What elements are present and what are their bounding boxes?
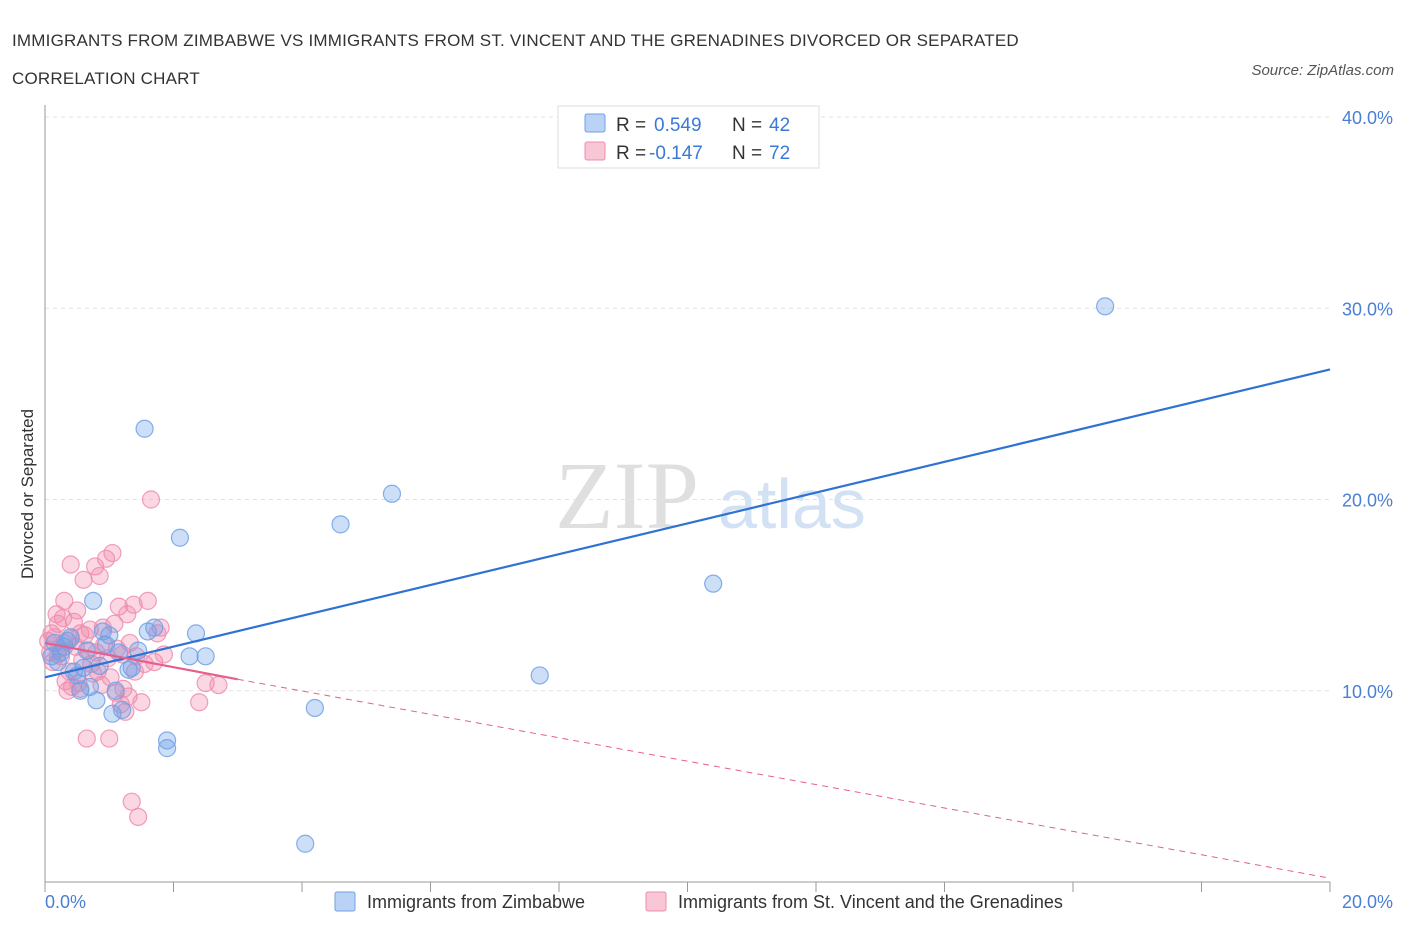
point-stvincent-16 [64, 612, 84, 632]
legend-box: R = 0.549 N = 42 R = -0.147 N = 72 [557, 105, 820, 169]
point-zimbabwe-35 [305, 698, 324, 718]
legend-n-value-2: 72 [769, 143, 790, 164]
point-stvincent-52 [122, 792, 141, 811]
point-zimbabwe-32 [180, 647, 199, 666]
trend-lines [44, 368, 1331, 879]
y-axis-label: Divorced or Separated [18, 409, 37, 579]
point-stvincent-38 [100, 729, 119, 748]
y-tick-label-3: 40.0% [1342, 108, 1393, 128]
trend-line-stvincent-extension [237, 678, 1331, 879]
point-stvincent-65 [55, 591, 74, 610]
trend-line-stvincent [44, 641, 238, 681]
legend-swatch-stvincent [584, 141, 606, 161]
trend-line-zimbabwe [44, 368, 1331, 679]
point-zimbabwe-41 [1096, 297, 1115, 316]
point-zimbabwe-22 [112, 700, 132, 719]
point-stvincent-68 [190, 693, 209, 712]
point-zimbabwe-3 [51, 643, 71, 662]
bottom-legend-label-zimbabwe: Immigrants from Zimbabwe [367, 892, 585, 912]
point-zimbabwe-24 [122, 658, 141, 677]
point-zimbabwe-19 [103, 704, 122, 723]
point-stvincent-23 [75, 626, 94, 645]
legend-r-label-2: R = [616, 143, 646, 164]
y-tick-label-1: 20.0% [1342, 491, 1393, 511]
point-stvincent-53 [124, 595, 143, 614]
x-tick-label-min: 0.0% [45, 892, 86, 912]
bottom-legend-label-stvincent: Immigrants from St. Vincent and the Gren… [678, 892, 1063, 912]
y-tick-label-2: 30.0% [1342, 299, 1393, 319]
legend-swatch-zimbabwe [584, 113, 606, 133]
watermark-zip: ZIP [555, 442, 699, 549]
point-zimbabwe-31 [170, 528, 190, 547]
points-stvincent [39, 490, 228, 827]
legend-r-value-2: -0.147 [649, 143, 703, 164]
point-stvincent-57 [132, 693, 151, 712]
point-zimbabwe-26 [135, 419, 154, 438]
points-zimbabwe [42, 297, 1115, 853]
point-zimbabwe-36 [296, 834, 315, 853]
point-zimbabwe-37 [331, 515, 350, 534]
x-ticks [44, 882, 1331, 892]
point-stvincent-24 [77, 729, 96, 748]
bottom-legend-swatch-stvincent [645, 891, 667, 912]
point-zimbabwe-20 [106, 681, 125, 700]
point-stvincent-22 [74, 570, 93, 589]
point-zimbabwe-28 [145, 618, 164, 637]
point-stvincent-32 [90, 566, 109, 586]
legend-r-value-1: 0.549 [654, 115, 702, 136]
legend-r-label-1: R = [616, 115, 646, 136]
gridlines [45, 116, 1330, 692]
point-stvincent-18 [68, 601, 87, 620]
point-stvincent-56 [129, 807, 148, 827]
point-stvincent-60 [141, 490, 161, 509]
point-stvincent-49 [118, 605, 137, 624]
point-zimbabwe-38 [382, 484, 402, 503]
point-zimbabwe-29 [157, 731, 177, 750]
point-stvincent-6 [48, 614, 67, 633]
bottom-legend-swatch-zimbabwe [334, 891, 356, 912]
point-stvincent-70 [209, 675, 228, 695]
point-zimbabwe-34 [196, 647, 215, 666]
point-zimbabwe-23 [119, 660, 138, 679]
point-zimbabwe-14 [87, 691, 106, 710]
legend-n-label-2: N = [732, 143, 762, 164]
point-zimbabwe-13 [84, 591, 103, 610]
point-stvincent-59 [138, 591, 157, 610]
x-tick-label-max: 20.0% [1342, 892, 1393, 912]
point-zimbabwe-30 [157, 739, 177, 758]
point-zimbabwe-18 [100, 626, 119, 645]
y-tick-label-0: 10.0% [1342, 682, 1393, 702]
point-zimbabwe-9 [71, 681, 90, 700]
legend-n-value-1: 42 [769, 115, 790, 136]
bottom-legend: Immigrants from Zimbabwe Immigrants from… [334, 891, 1063, 912]
y-tick-labels: 10.0% 20.0% 30.0% 40.0% [1342, 108, 1393, 702]
point-zimbabwe-40 [704, 574, 723, 593]
watermark-atlas: atlas [718, 465, 866, 543]
point-stvincent-40 [103, 543, 122, 563]
chart-source: Source: ZipAtlas.com [1251, 62, 1394, 79]
legend-n-label-1: N = [732, 115, 762, 136]
point-zimbabwe-39 [530, 666, 549, 685]
point-zimbabwe-2 [48, 652, 67, 672]
point-zimbabwe-6 [61, 628, 80, 647]
chart-title: IMMIGRANTS FROM ZIMBABWE VS IMMIGRANTS F… [12, 31, 1019, 88]
point-stvincent-66 [61, 555, 80, 574]
